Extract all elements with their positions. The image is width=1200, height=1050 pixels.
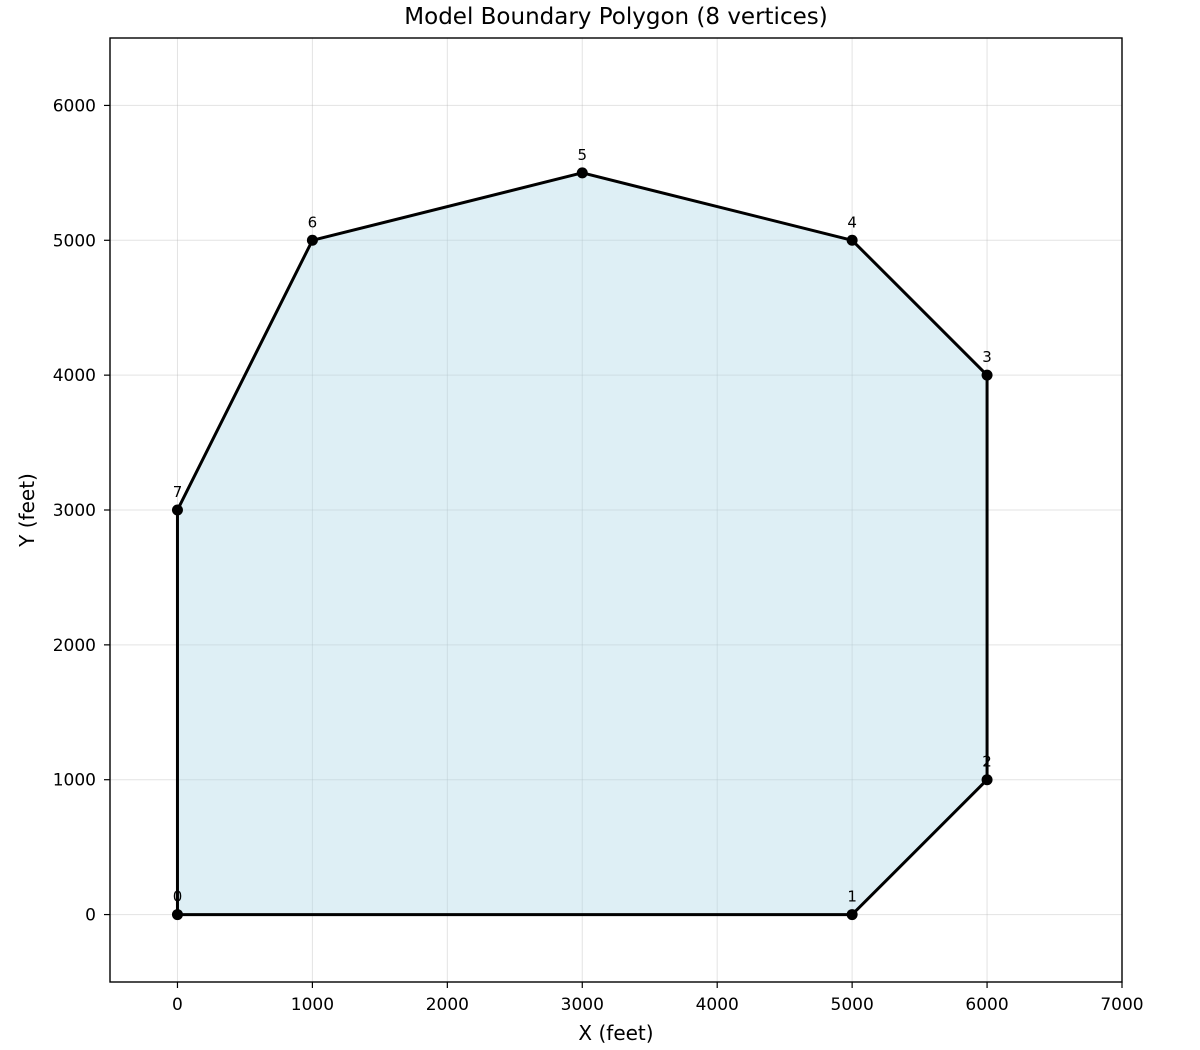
vertex-label: 0 bbox=[173, 888, 183, 906]
x-tick-label: 3000 bbox=[561, 995, 604, 1015]
y-tick-label: 3000 bbox=[53, 501, 96, 521]
vertex-label: 6 bbox=[308, 213, 318, 231]
vertex-marker bbox=[846, 909, 858, 921]
vertex-marker bbox=[981, 774, 993, 786]
vertex-label: 5 bbox=[577, 146, 587, 164]
vertex-label: 7 bbox=[173, 483, 183, 501]
plot-area: 0 1 2 3 4 5 6 7 bbox=[109, 37, 1123, 983]
y-axis: 0 1000 2000 3000 4000 5000 6000 bbox=[53, 96, 110, 926]
y-tick-label: 1000 bbox=[53, 771, 96, 791]
x-tick-label: 5000 bbox=[831, 995, 874, 1015]
x-axis: 0 1000 2000 3000 4000 5000 6000 7000 bbox=[172, 982, 1144, 1015]
x-tick-label: 4000 bbox=[696, 995, 739, 1015]
y-tick-label: 0 bbox=[85, 906, 96, 926]
vertex-label: 4 bbox=[847, 213, 857, 231]
x-tick-label: 0 bbox=[172, 995, 183, 1015]
y-tick-label: 6000 bbox=[53, 96, 96, 116]
y-tick-label: 2000 bbox=[53, 636, 96, 656]
grid bbox=[110, 38, 1123, 982]
x-tick-label: 6000 bbox=[965, 995, 1008, 1015]
x-tick-label: 1000 bbox=[291, 995, 334, 1015]
vertex-marker bbox=[576, 167, 588, 179]
vertex-marker bbox=[171, 909, 183, 921]
vertex-label: 3 bbox=[982, 348, 992, 366]
vertex-marker bbox=[981, 369, 993, 381]
y-tick-label: 5000 bbox=[53, 231, 96, 251]
vertex-label: 2 bbox=[982, 753, 992, 771]
vertices: 0 1 2 3 4 5 6 7 bbox=[171, 146, 993, 921]
vertex-marker bbox=[306, 234, 318, 246]
vertex-marker bbox=[846, 234, 858, 246]
y-axis-label: Y (feet) bbox=[15, 473, 39, 548]
y-tick-label: 4000 bbox=[53, 366, 96, 386]
vertex-marker bbox=[171, 504, 183, 516]
x-axis-label: X (feet) bbox=[578, 1021, 653, 1045]
x-tick-label: 7000 bbox=[1100, 995, 1143, 1015]
boundary-polygon-fill bbox=[177, 172, 988, 915]
x-tick-label: 2000 bbox=[426, 995, 469, 1015]
chart-title: Model Boundary Polygon (8 vertices) bbox=[404, 4, 827, 30]
vertex-label: 1 bbox=[847, 888, 857, 906]
